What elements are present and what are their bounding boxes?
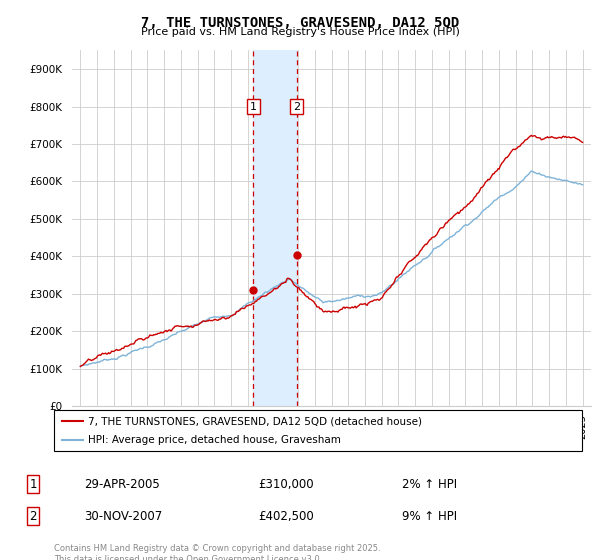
Text: 2: 2 (29, 510, 37, 523)
Text: 30-NOV-2007: 30-NOV-2007 (84, 510, 162, 523)
Text: 29-APR-2005: 29-APR-2005 (84, 478, 160, 491)
Text: HPI: Average price, detached house, Gravesham: HPI: Average price, detached house, Grav… (88, 435, 341, 445)
Text: 9% ↑ HPI: 9% ↑ HPI (402, 510, 457, 523)
Text: Price paid vs. HM Land Registry's House Price Index (HPI): Price paid vs. HM Land Registry's House … (140, 27, 460, 37)
Bar (253, 50, 296, 406)
Text: 1: 1 (29, 478, 37, 491)
Text: £402,500: £402,500 (258, 510, 314, 523)
Text: 7, THE TURNSTONES, GRAVESEND, DA12 5QD (detached house): 7, THE TURNSTONES, GRAVESEND, DA12 5QD (… (88, 417, 422, 426)
Text: 2% ↑ HPI: 2% ↑ HPI (402, 478, 457, 491)
Text: Contains HM Land Registry data © Crown copyright and database right 2025.
This d: Contains HM Land Registry data © Crown c… (54, 544, 380, 560)
Text: 7, THE TURNSTONES, GRAVESEND, DA12 5QD: 7, THE TURNSTONES, GRAVESEND, DA12 5QD (141, 16, 459, 30)
Text: 1: 1 (250, 101, 257, 111)
Text: £310,000: £310,000 (258, 478, 314, 491)
Text: 2: 2 (293, 101, 300, 111)
